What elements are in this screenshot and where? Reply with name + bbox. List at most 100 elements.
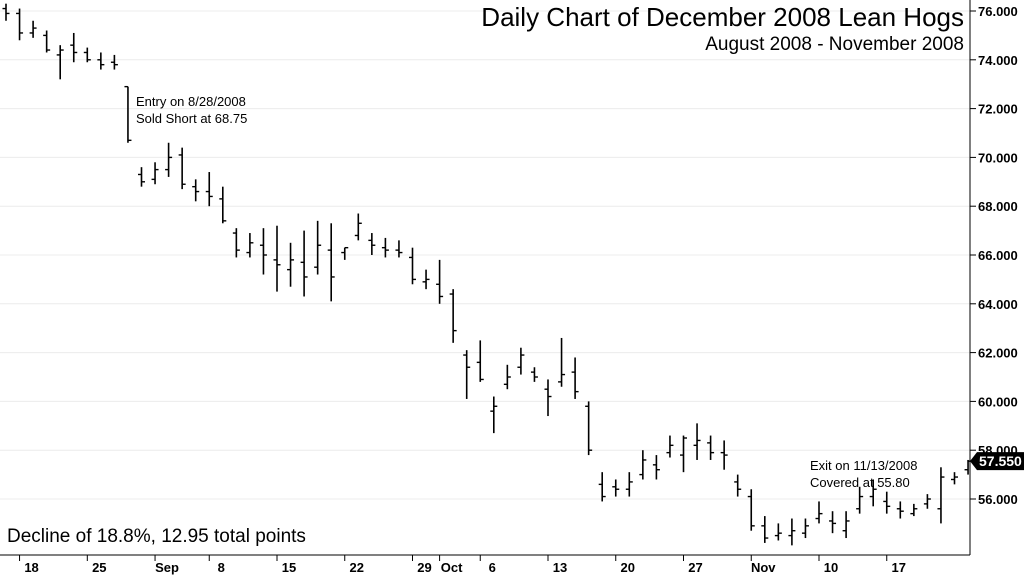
- ohlc-bar: [910, 503, 918, 517]
- ohlc-bar: [530, 367, 538, 382]
- ohlc-bar: [612, 479, 620, 497]
- ohlc-bar: [151, 162, 159, 185]
- date-tick-label: 27: [688, 560, 702, 575]
- ohlc-bar: [246, 233, 254, 258]
- decline-summary: Decline of 18.8%, 12.95 total points: [7, 526, 306, 547]
- ohlc-bar: [558, 337, 566, 387]
- date-tick-label: 17: [892, 560, 906, 575]
- ohlc-bar: [490, 396, 498, 434]
- ohlc-bar: [801, 518, 809, 539]
- price-tick-label: 66.000: [978, 248, 1018, 263]
- ohlc-bar: [287, 242, 295, 287]
- ohlc-bar: [680, 435, 687, 473]
- ohlc-bar: [70, 32, 78, 63]
- ohlc-bar: [937, 467, 945, 524]
- ohlc-bar: [693, 423, 701, 460]
- date-tick-label: Sep: [155, 560, 179, 575]
- date-tick-label: 15: [282, 560, 296, 575]
- ohlc-bar: [571, 357, 579, 399]
- ohlc-bar: [544, 379, 552, 417]
- last-price-box: [970, 452, 1024, 471]
- ohlc-bar: [436, 259, 444, 304]
- price-tick-label: 70.000: [978, 150, 1018, 165]
- ohlc-bar: [896, 501, 904, 519]
- ohlc-bar: [707, 435, 715, 460]
- price-tick-label: 56.000: [978, 492, 1018, 507]
- ohlc-bar: [815, 501, 823, 524]
- date-tick-label: Oct: [441, 560, 463, 575]
- ohlc-bar: [842, 511, 850, 539]
- ohlc-bar: [192, 179, 200, 202]
- ohlc-bar: [273, 225, 281, 292]
- ohlc-bar: [734, 474, 742, 497]
- date-axis: 18 25 Sep 8 15 22 29 Oct 6 13 20 27 Nov 10 17: [19, 555, 906, 575]
- ohlc-bar: [720, 440, 728, 470]
- entry-annotation: Entry on 8/28/2008 Sold Short at 68.75: [136, 93, 247, 127]
- date-tick-label: 20: [621, 560, 635, 575]
- ohlc-bar: [83, 47, 91, 63]
- ohlc-bar: [517, 347, 525, 375]
- date-tick-label: Nov: [751, 560, 776, 575]
- ohlc-bar: [124, 85, 132, 143]
- ohlc-bar: [43, 30, 51, 53]
- ohlc-bar: [747, 489, 755, 531]
- ohlc-bar: [368, 233, 376, 255]
- ohlc-bar: [232, 228, 240, 258]
- ohlc-bar: [503, 364, 511, 390]
- entry-annotation-line1: Entry on 8/28/2008: [136, 94, 246, 109]
- ohlc-bar: [110, 54, 118, 70]
- ohlc-bar: [327, 223, 335, 302]
- ohlc-bar: [381, 237, 389, 258]
- ohlc-bar: [923, 494, 931, 509]
- ohlc-bar: [951, 472, 958, 485]
- ohlc-bar: [869, 479, 877, 507]
- price-tick-label: 72.000: [978, 102, 1018, 117]
- ohlc-bar: [463, 350, 471, 399]
- ohlc-bar: [138, 167, 145, 187]
- ohlc-bar: [165, 142, 173, 177]
- last-price-label: 57.550: [979, 453, 1022, 469]
- ohlc-bar: [300, 230, 308, 297]
- chart-subtitle: August 2008 - November 2008: [705, 34, 964, 55]
- exit-annotation-line2: Covered at 55.80: [810, 475, 910, 490]
- ohlc-bar: [856, 486, 864, 514]
- price-tick-label: 64.000: [978, 297, 1018, 312]
- ohlc-bar: [395, 240, 403, 258]
- ohlc-bar: [652, 455, 660, 480]
- date-tick-label: 29: [417, 560, 431, 575]
- ohlc-bar: [639, 450, 647, 480]
- ohlc-bar: [422, 269, 430, 290]
- ohlc-bar: [774, 523, 782, 541]
- ohlc-bar: [205, 172, 213, 207]
- date-tick-label: 10: [824, 560, 838, 575]
- price-axis: 56.00058.00060.00062.00064.00066.00068.0…: [970, 4, 1018, 507]
- date-tick-label: 8: [218, 560, 225, 575]
- ohlc-bar: [883, 491, 891, 514]
- price-tick-label: 74.000: [978, 53, 1018, 68]
- date-tick-label: 25: [92, 560, 106, 575]
- price-tick-label: 62.000: [978, 346, 1018, 361]
- ohlc-bar: [788, 518, 796, 546]
- ohlc-bar: [219, 186, 227, 224]
- price-tick-label: 68.000: [978, 199, 1018, 214]
- ohlc-bar: [409, 247, 416, 285]
- ohlc-bar: [354, 213, 362, 241]
- ohlc-bar: [97, 52, 105, 70]
- ohlc-bar: [585, 401, 593, 456]
- ohlc-bar: [625, 472, 633, 497]
- ohlc-bar: [598, 472, 606, 502]
- ohlc-bars: [2, 3, 972, 546]
- ohlc-bar: [341, 246, 349, 260]
- price-gridlines: [0, 10, 970, 500]
- date-tick-label: 22: [350, 560, 364, 575]
- ohlc-bar: [829, 511, 837, 534]
- ohlc-bar: [761, 516, 769, 543]
- ohlc-bar: [2, 3, 10, 21]
- entry-annotation-line2: Sold Short at 68.75: [136, 111, 248, 126]
- date-tick-label: 18: [24, 560, 38, 575]
- price-tick-label: 60.000: [978, 394, 1018, 409]
- ohlc-bar: [259, 228, 267, 275]
- ohlc-bar: [178, 147, 186, 190]
- date-tick-label: 6: [489, 560, 496, 575]
